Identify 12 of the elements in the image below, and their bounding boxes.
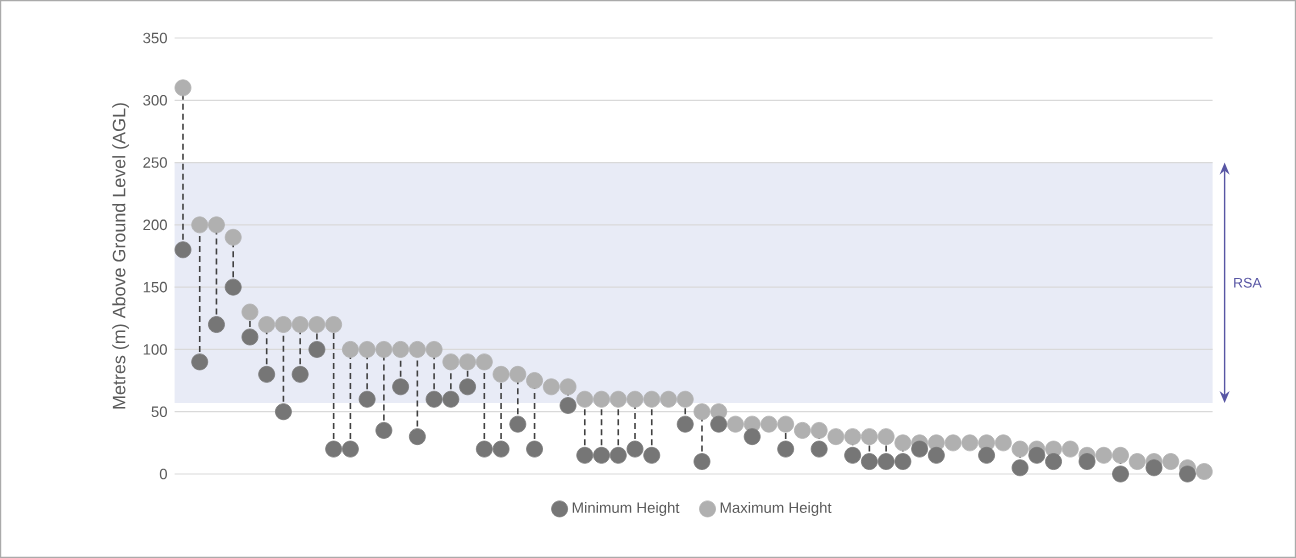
y-tick-label: 200 <box>143 219 167 231</box>
y-tick-label: 250 <box>143 157 167 168</box>
y-tick-label: 300 <box>143 94 167 106</box>
y-tick-label: 350 <box>143 32 167 44</box>
y-tick-label: 150 <box>143 281 167 293</box>
band-label: RSA <box>1234 277 1262 288</box>
legend-label: Maximum Height <box>720 502 832 516</box>
y-tick-label: 50 <box>151 406 167 418</box>
y-axis-title: Metres (m) Above Ground Level (AGL) <box>112 103 129 409</box>
y-tick-label: 100 <box>143 344 167 355</box>
legend-label: Minimum Height <box>572 502 680 516</box>
y-tick-label: 0 <box>159 468 167 480</box>
